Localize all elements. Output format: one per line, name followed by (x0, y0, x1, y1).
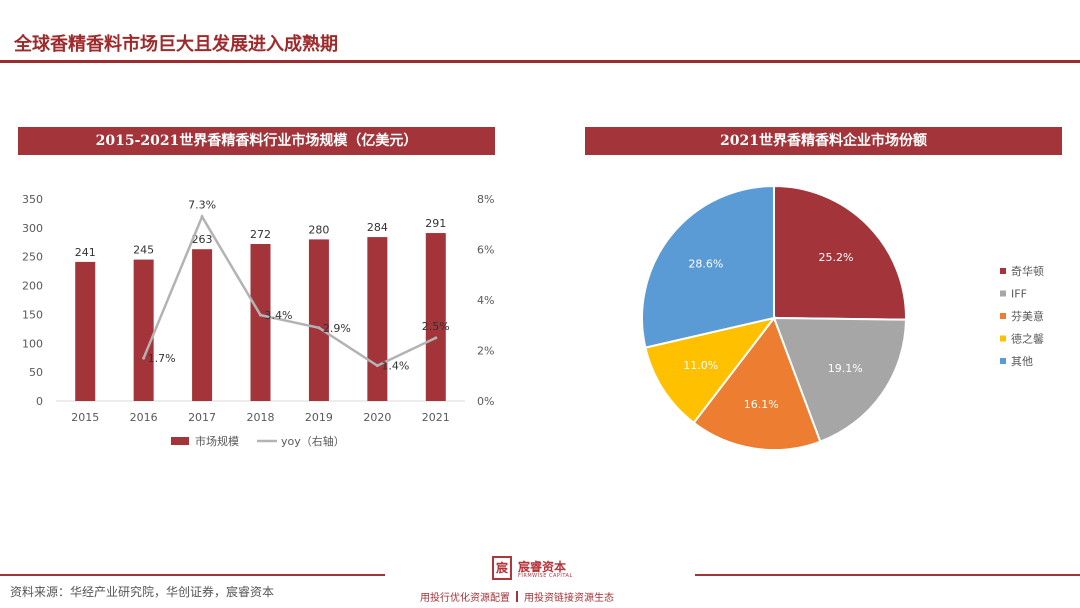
yoy-value-label: 1.7% (148, 352, 176, 365)
y2-tick-label: 2% (477, 345, 494, 358)
yoy-point (259, 313, 262, 317)
slogan-separator (516, 591, 518, 602)
bar (192, 249, 213, 401)
yoy-line (142, 213, 437, 368)
pie-slice (641, 184, 775, 349)
logo-name: 宸睿资本 (518, 560, 567, 574)
bar (250, 244, 271, 401)
yoy-value-label: 2.9% (323, 322, 351, 335)
pie-value-label: 25.2% (819, 251, 854, 264)
page-title: 全球香精香料市场巨大且发展进入成熟期 (14, 34, 338, 55)
slogan: 用投行优化资源配置 用投资链接资源生态 (420, 589, 660, 604)
footer-divider-left (0, 574, 385, 576)
legend-swatch (1000, 313, 1006, 319)
yoy-value-label: 2.5% (422, 320, 450, 333)
legend-label: 德之馨 (1011, 332, 1044, 346)
legend-swatch (1000, 290, 1006, 297)
y-tick-label: 300 (22, 222, 43, 235)
yoy-point (434, 336, 438, 340)
legend-label-line: yoy（右轴） (281, 434, 345, 448)
yoy-value-label: 3.4% (265, 309, 293, 322)
x-tick-label: 2015 (71, 411, 99, 424)
slogan-right: 用投资链接资源生态 (524, 593, 614, 604)
source-note: 资料来源：华经产业研究院，华创证券，宸睿资本 (10, 585, 275, 599)
pie-value-label: 28.6% (688, 258, 723, 271)
logo-mark: 宸 (492, 556, 512, 580)
bar (367, 237, 388, 401)
pie-value-label: 16.1% (744, 398, 779, 411)
legend-swatch (1000, 358, 1006, 364)
pie-value-label: 11.0% (683, 359, 718, 372)
legend-label: 奇华顿 (1011, 264, 1044, 278)
y-tick-label: 0 (36, 395, 43, 408)
footer-divider-right (695, 574, 1080, 576)
bar (75, 261, 96, 401)
y-tick-label: 350 (22, 193, 43, 206)
bar (425, 233, 446, 401)
title-divider (0, 60, 1080, 63)
pie-slice (692, 315, 822, 451)
bar (133, 259, 154, 401)
yoy-value-label: 1.4% (381, 360, 409, 373)
legend-label: 芬美意 (1011, 309, 1044, 323)
x-tick-label: 2018 (247, 411, 275, 424)
y2-tick-label: 0% (477, 395, 494, 408)
yoy-value-label: 7.3% (188, 199, 216, 212)
bar (308, 239, 329, 401)
yoy-point (142, 356, 146, 360)
legend-swatch-bar (171, 437, 189, 445)
x-tick-label: 2017 (188, 411, 216, 424)
yoy-point (317, 326, 321, 330)
x-tick-label: 2021 (422, 411, 450, 424)
bar-value-label: 263 (192, 233, 213, 246)
slogan-left: 用投行优化资源配置 (420, 593, 510, 604)
bar-value-label: 241 (75, 246, 96, 259)
bar-value-label: 291 (425, 217, 446, 230)
legend-label: IFF (1011, 288, 1027, 301)
pie-slice (772, 316, 908, 443)
bar-line-chart: 0 50 100 150 200 250 300 350 0% 2% 4% 6% 8% 2015 2016 2… (22, 193, 494, 448)
bar-value-label: 272 (250, 228, 271, 241)
y-tick-label: 150 (22, 308, 43, 321)
legend-swatch (1000, 268, 1006, 274)
pie-value-label: 19.1% (828, 362, 863, 375)
yoy-point (200, 215, 204, 219)
bar-chart-title: 2015-2021世界香精香料行业市场规模（亿美元） (18, 127, 495, 155)
legend-label: 其他 (1011, 355, 1033, 368)
bar-value-label: 280 (308, 223, 329, 236)
y2-tick-label: 6% (477, 244, 494, 257)
logo-subtitle: FIRMWISE CAPITAL (518, 573, 573, 579)
pie-chart-title: 2021世界香精香料企业市场份额 (585, 127, 1062, 155)
y-tick-label: 200 (22, 280, 43, 293)
yoy-point (375, 364, 379, 368)
x-tick-label: 2019 (305, 411, 333, 424)
y-tick-label: 50 (29, 366, 43, 379)
legend-label-bar: 市场规模 (195, 434, 239, 448)
y2-tick-label: 4% (477, 294, 494, 307)
pie-slice (644, 316, 777, 425)
y-tick-label: 100 (22, 337, 43, 350)
pie-slice (773, 184, 907, 321)
y-tick-label: 250 (22, 251, 43, 264)
bar-value-label: 245 (133, 244, 154, 257)
bar-value-label: 284 (367, 221, 388, 234)
company-logo: 宸 宸睿资本 FIRMWISE CAPITAL (492, 556, 592, 586)
legend-swatch (1000, 335, 1006, 342)
x-tick-label: 2016 (130, 411, 158, 424)
x-tick-label: 2020 (363, 411, 391, 424)
y2-tick-label: 8% (477, 193, 494, 206)
